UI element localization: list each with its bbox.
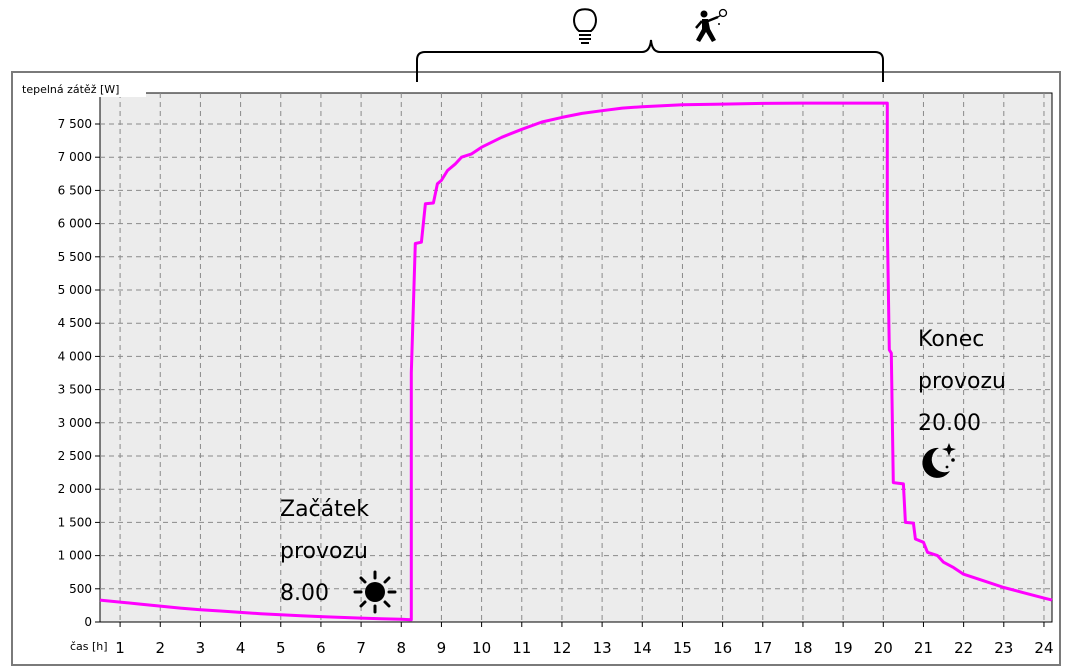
end-annotation-line2: provozu (918, 369, 1006, 394)
y-tick-label: 1 500 (58, 515, 92, 529)
tennis-player-icon (695, 8, 728, 42)
x-tick-label: 15 (673, 639, 692, 657)
y-tick-label: 2 000 (58, 482, 92, 496)
y-tick-label: 0 (84, 615, 92, 629)
sun-icon (353, 570, 397, 614)
y-tick-labels: 0 500 1 000 1 500 2 000 2 500 3 000 3 500 4 000 4… (58, 117, 100, 629)
x-tick-label: 9 (437, 639, 447, 657)
y-tick-label: 5 000 (58, 283, 92, 297)
end-annotation-line1: Konec (918, 327, 984, 352)
x-tick-label: 12 (552, 639, 571, 657)
y-axis-label: tepelná zátěž [W] (22, 83, 119, 96)
y-tick-label: 6 500 (58, 183, 92, 197)
x-tick-labels: 1 2 3 4 5 6 7 8 9 10 11 12 13 14 15 16 17 18 19 20 21 22 23 24 (115, 622, 1054, 657)
y-tick-label: 4 000 (58, 349, 92, 363)
end-annotation-line3: 20.00 (918, 411, 981, 436)
y-tick-label: 4 500 (58, 316, 92, 330)
x-tick-label: 20 (874, 639, 893, 657)
x-tick-label: 11 (512, 639, 531, 657)
x-tick-label: 7 (356, 639, 366, 657)
y-tick-label: 7 500 (58, 117, 92, 131)
x-tick-label: 1 (115, 639, 125, 657)
x-tick-label: 3 (196, 639, 206, 657)
x-tick-label: 22 (954, 639, 973, 657)
y-tick-label: 3 000 (58, 416, 92, 430)
plot-area (99, 92, 1053, 623)
x-tick-label: 24 (1034, 639, 1053, 657)
grid-lines (100, 93, 1052, 622)
y-tick-label: 2 500 (58, 449, 92, 463)
x-tick-label: 6 (316, 639, 326, 657)
y-tick-label: 1 000 (58, 549, 92, 563)
x-tick-label: 18 (793, 639, 812, 657)
x-tick-label: 10 (472, 639, 491, 657)
y-tick-label: 500 (69, 582, 92, 596)
x-tick-label: 23 (994, 639, 1013, 657)
y-tick-label: 5 500 (58, 250, 92, 264)
series-line (99, 101, 1053, 622)
start-annotation-line3: 8.00 (280, 581, 329, 606)
x-axis-label: čas [h] (70, 640, 108, 653)
y-tick-label: 3 500 (58, 383, 92, 397)
x-tick-label: 5 (276, 639, 286, 657)
x-tick-label: 21 (914, 639, 933, 657)
operation-brace (416, 39, 884, 82)
x-tick-label: 16 (713, 639, 732, 657)
x-tick-label: 13 (593, 639, 612, 657)
x-tick-label: 17 (753, 639, 772, 657)
moon-stars-icon (922, 443, 956, 478)
x-tick-label: 19 (834, 639, 853, 657)
y-axis-label-bg (20, 79, 146, 97)
x-tick-label: 4 (236, 639, 246, 657)
x-tick-label: 8 (396, 639, 406, 657)
y-tick-label: 7 000 (58, 150, 92, 164)
lightbulb-icon (573, 8, 597, 44)
y-tick-label: 6 000 (58, 217, 92, 231)
x-tick-label: 2 (155, 639, 165, 657)
x-tick-label: 14 (633, 639, 652, 657)
start-annotation-line1: Začátek (280, 497, 369, 522)
start-annotation-line2: provozu (280, 539, 368, 564)
